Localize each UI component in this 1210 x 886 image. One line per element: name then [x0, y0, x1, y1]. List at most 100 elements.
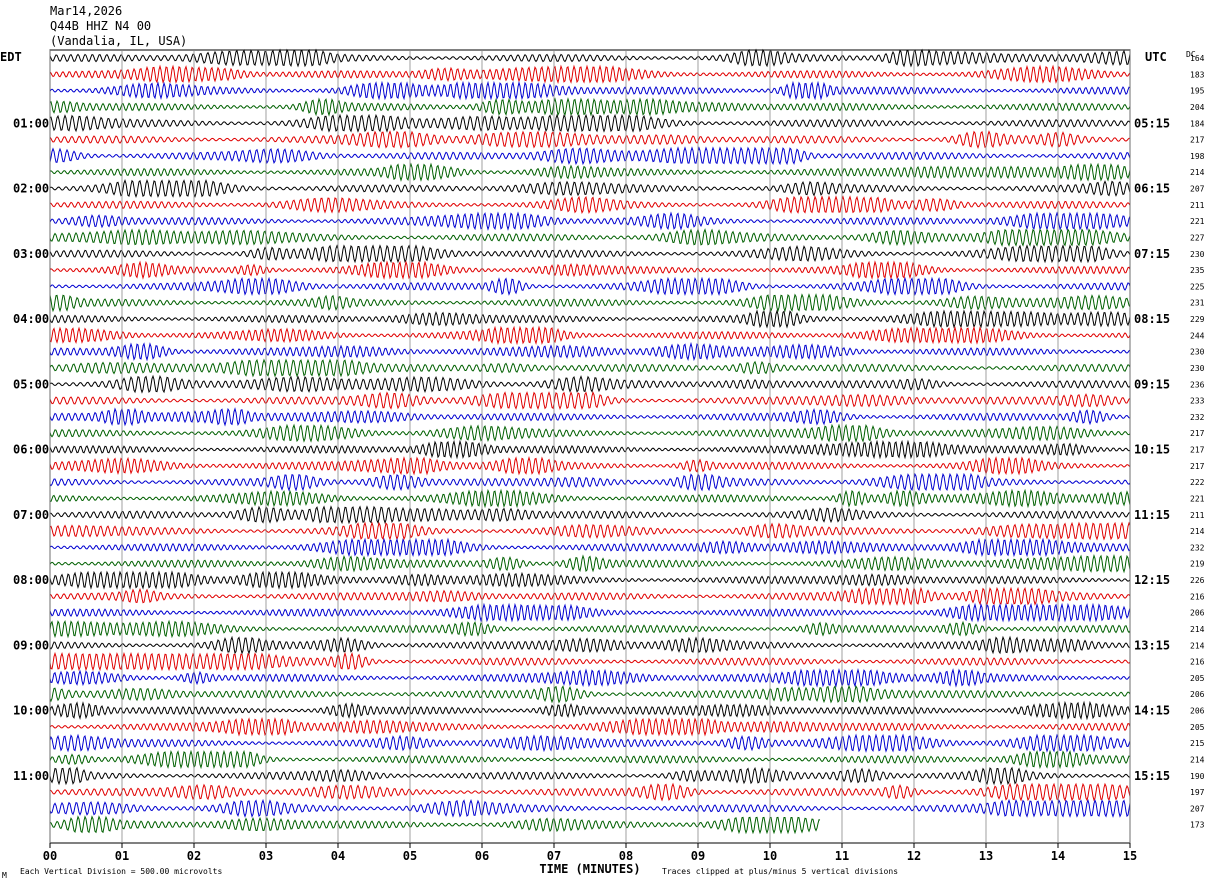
trace-line — [49, 488, 1131, 509]
trace-line — [49, 179, 1131, 198]
clip-note: Traces clipped at plus/minus 5 vertical … — [662, 867, 898, 876]
dc-offset-label: 164 — [1190, 54, 1205, 63]
trace-line — [49, 358, 1131, 378]
dc-label: DC — [1186, 50, 1196, 59]
trace-line — [49, 798, 1131, 818]
left-hour-label: 01:00 — [13, 116, 49, 130]
x-tick-label: 05 — [403, 849, 417, 863]
trace-line — [49, 309, 1131, 329]
trace-line — [49, 472, 1131, 492]
x-tick-label: 14 — [1051, 849, 1065, 863]
dc-offset-label: 244 — [1190, 331, 1205, 340]
dc-offset-label: 217 — [1190, 429, 1205, 438]
dc-offset-label: 211 — [1190, 511, 1205, 520]
trace-line — [49, 782, 1131, 802]
trace-line — [49, 815, 821, 835]
dc-offset-label: 221 — [1190, 217, 1205, 226]
right-hour-label: 05:15 — [1134, 116, 1170, 130]
dc-offset-label: 217 — [1190, 446, 1205, 455]
trace-line — [49, 146, 1131, 166]
trace-line — [49, 162, 1131, 182]
left-hour-label: 04:00 — [13, 312, 49, 326]
left-hour-label: 05:00 — [13, 377, 49, 391]
left-zone-label: EDT — [0, 50, 22, 64]
dc-offset-label: 232 — [1190, 543, 1205, 552]
dc-offset-label: 214 — [1190, 641, 1205, 650]
trace-line — [49, 64, 1131, 84]
left-hour-label: 08:00 — [13, 573, 49, 587]
dc-offset-label: 222 — [1190, 478, 1205, 487]
dc-offset-label: 190 — [1190, 772, 1205, 781]
dc-offset-label: 183 — [1190, 70, 1205, 79]
trace-line — [49, 635, 1131, 655]
trace-line — [49, 80, 1131, 101]
dc-offset-label: 207 — [1190, 185, 1205, 194]
trace-line — [49, 341, 1131, 362]
dc-offset-label: 230 — [1190, 348, 1205, 357]
trace-line — [49, 505, 1131, 525]
trace-line — [49, 391, 1131, 411]
trace-line — [49, 537, 1131, 558]
label-group: 00 01 02 03 04 05 06 07 08 09 10 11 12 13 14 15 TIME (MI… — [0, 50, 1205, 880]
dc-offset-label: 204 — [1190, 103, 1205, 112]
x-tick-label: 10 — [763, 849, 777, 863]
trace-line — [49, 766, 1131, 786]
trace-line — [49, 439, 1131, 460]
dc-offset-label: 233 — [1190, 397, 1205, 406]
trace-line — [49, 586, 1131, 606]
dc-offset-label: 236 — [1190, 380, 1205, 389]
dc-offset-label: 195 — [1190, 87, 1205, 96]
trace-line — [49, 130, 1131, 150]
x-tick-label: 02 — [187, 849, 201, 863]
left-hour-label: 11:00 — [13, 769, 49, 783]
dc-offset-label: 198 — [1190, 152, 1205, 161]
x-tick-label: 09 — [691, 849, 705, 863]
left-hour-label: 06:00 — [13, 443, 49, 457]
trace-line — [49, 48, 1131, 68]
trace-line — [49, 553, 1131, 574]
right-hour-label: 15:15 — [1134, 769, 1170, 783]
trace-line — [49, 651, 1131, 672]
dc-offset-label: 173 — [1190, 821, 1205, 830]
right-hour-label: 10:15 — [1134, 443, 1170, 457]
left-hour-label: 10:00 — [13, 704, 49, 718]
right-hour-label: 14:15 — [1134, 704, 1170, 718]
trace-line — [49, 374, 1131, 394]
dc-offset-label: 206 — [1190, 690, 1205, 699]
trace-line — [49, 195, 1131, 215]
dc-offset-label: 207 — [1190, 804, 1205, 813]
right-hour-label: 12:15 — [1134, 573, 1170, 587]
right-hour-label: 13:15 — [1134, 638, 1170, 652]
trace-line — [49, 667, 1131, 688]
trace-line — [49, 684, 1131, 704]
dc-offset-label: 217 — [1190, 462, 1205, 471]
dc-offset-label: 225 — [1190, 282, 1205, 291]
dc-offset-label: 229 — [1190, 315, 1205, 324]
left-hour-label: 09:00 — [13, 638, 49, 652]
trace-line — [49, 717, 1131, 737]
trace-line — [49, 244, 1131, 264]
x-tick-label: 01 — [115, 849, 129, 863]
trace-line — [49, 521, 1131, 541]
grid-group — [49, 49, 1131, 848]
dc-offset-label: 217 — [1190, 136, 1205, 145]
dc-offset-label: 214 — [1190, 755, 1205, 764]
trace-line — [49, 456, 1131, 476]
x-tick-label: 06 — [475, 849, 489, 863]
trace-line — [49, 423, 1131, 443]
dc-offset-label: 230 — [1190, 364, 1205, 373]
trace-line — [49, 293, 1131, 313]
dc-offset-label: 197 — [1190, 788, 1205, 797]
dc-offset-label: 214 — [1190, 527, 1205, 536]
right-hour-label: 11:15 — [1134, 508, 1170, 522]
dc-offset-label: 211 — [1190, 201, 1205, 210]
x-tick-label: 04 — [331, 849, 345, 863]
trace-line — [49, 211, 1131, 231]
dc-offset-label: 232 — [1190, 413, 1205, 422]
dc-offset-label: 235 — [1190, 266, 1205, 275]
trace-line — [49, 570, 1131, 590]
header-location: (Vandalia, IL, USA) — [50, 34, 188, 48]
dc-offset-label: 206 — [1190, 707, 1205, 716]
x-axis-label: TIME (MINUTES) — [539, 862, 640, 876]
